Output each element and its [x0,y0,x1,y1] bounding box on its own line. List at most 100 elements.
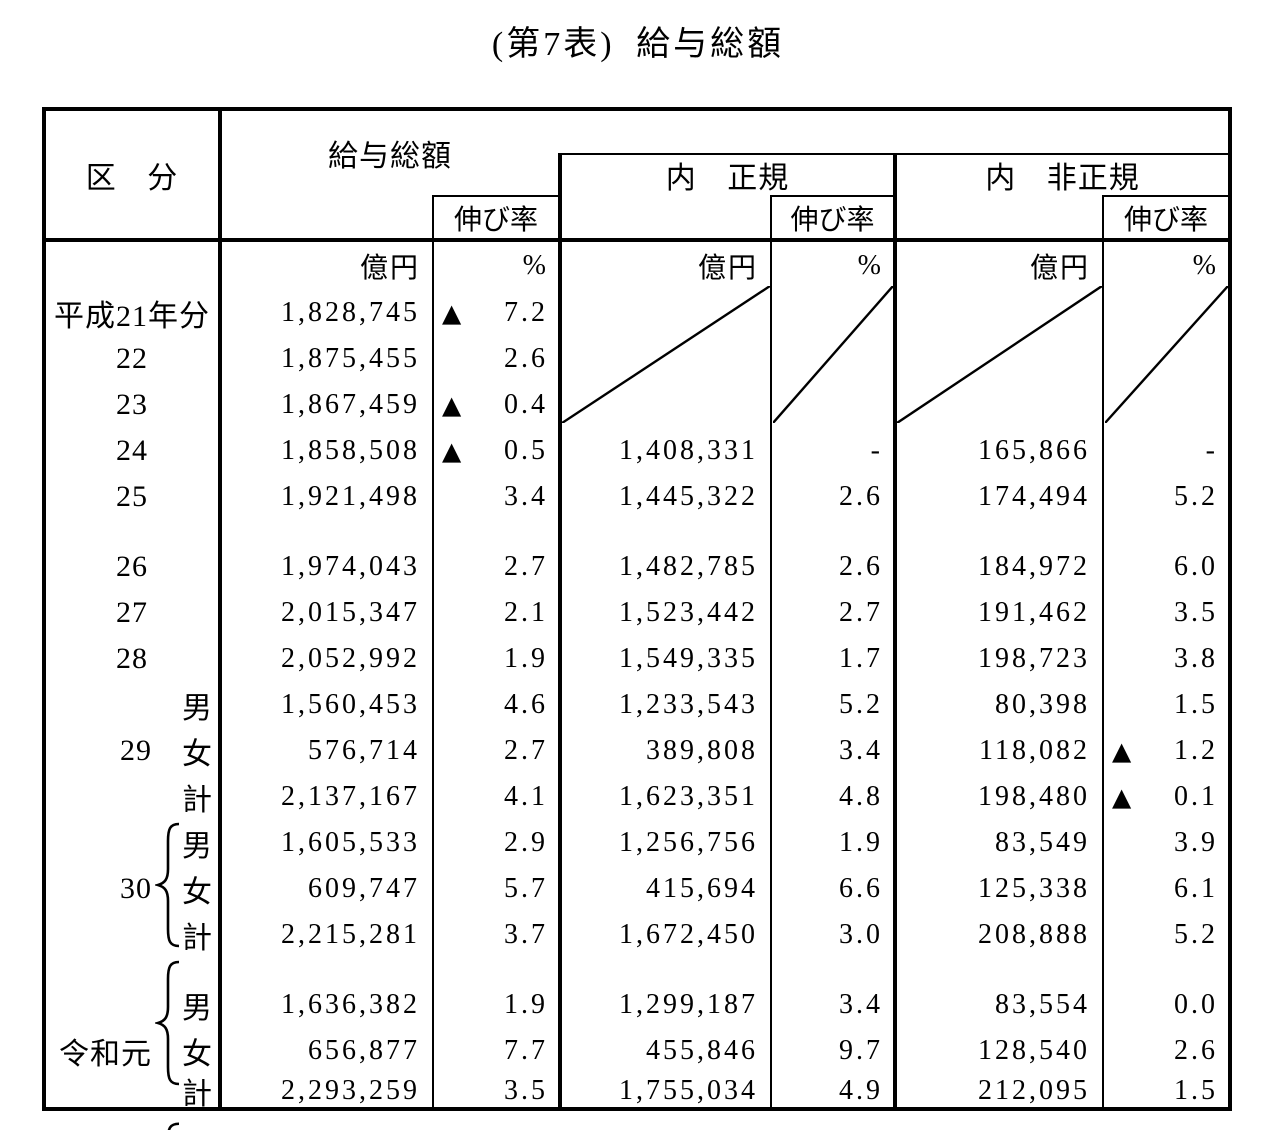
table-row: 29 女 576,714 2.7 389,808 3.4 118,082 ▲ 1.2 [42,728,1232,774]
nonregular-growth: 6.1 [1104,866,1228,912]
nonregular-growth-value: 1.2 [1174,735,1218,766]
regular-growth-value: 6.6 [839,873,883,904]
negative-mark: ▲ [442,390,462,420]
row-label-cell: 25 [46,474,218,520]
nonregular-growth-value: 3.9 [1174,827,1218,858]
gender-label: 計 [182,922,212,955]
total-amount: 1,867,459 [281,389,420,420]
nonregular-amount: 80,398 [995,689,1090,720]
regular-growth: 9.7 [772,1028,893,1074]
regular-amount: 1,233,543 [619,689,758,720]
year-label: 24 [116,434,148,467]
table-row: 28 2,052,992 1.9 1,549,335 1.7 198,723 3.8 [42,636,1232,682]
total-amount: 2,052,992 [281,643,420,674]
table-row: 平成21年分 1,828,745 ▲ 7.2 [42,290,1232,336]
total-growth-value: 0.5 [504,435,548,466]
nonregular-growth: 3.5 [1104,590,1228,636]
grid-line [218,107,222,1111]
row-label-cell: 29 女 [46,728,218,774]
header-nonregular: 内 非正規 [985,162,1140,195]
total-growth: 3.7 [434,912,558,958]
total-amount: 656,877 [308,1035,420,1066]
grid-line [558,153,1232,155]
nonregular-amount: 128,540 [978,1035,1090,1066]
header-growth-rate: 伸び率 [453,204,538,236]
row-label-cell: 27 [46,590,218,636]
page-title: (第7表) 給与総額 [491,26,785,63]
nonregular-amount: 125,338 [978,873,1090,904]
unit-label: % [522,250,548,281]
regular-amount: 1,549,335 [619,643,758,674]
gender-label: 女 [182,876,212,909]
nonregular-growth-value: 6.1 [1174,873,1218,904]
nonregular-growth-value: 0.1 [1174,781,1218,812]
regular-growth-value: 1.9 [839,827,883,858]
nonregular-growth-value: 2.6 [1174,1035,1218,1066]
nonregular-growth: 5.2 [1104,912,1228,958]
total-growth-value: 2.7 [504,551,548,582]
header-kubun: 区 分 [85,161,179,195]
grid-line [770,195,772,1111]
total-amount: 1,560,453 [281,689,420,720]
table-body: 億円% 億円% 億円% 平成21年分 1,828,745 ▲ 7.2 22 1,875,455 2… [42,242,1232,1111]
regular-growth-value: 9.7 [839,1035,883,1066]
total-growth-value: 2.1 [504,597,548,628]
nonregular-amount: 191,462 [978,597,1090,628]
regular-amount: 1,623,351 [619,781,758,812]
row-label-cell: 男 [46,682,218,728]
nonregular-growth: 6.0 [1104,544,1228,590]
row-label-cell: 令和元女 [46,1028,218,1074]
regular-growth: 2.7 [772,590,893,636]
regular-growth-value: 2.7 [839,597,883,628]
gender-label: 女 [182,1038,212,1071]
total-amount: 1,974,043 [281,551,420,582]
row-label-cell: 計 [46,774,218,820]
regular-growth-value: 3.4 [839,735,883,766]
unit-label: 億円 [1029,253,1090,284]
total-growth-value: 2.7 [504,735,548,766]
unit-label: 億円 [359,253,420,284]
year-label: 26 [116,550,148,583]
nonregular-amount: 118,082 [979,735,1090,766]
grid-line [893,153,897,1111]
nonregular-growth-value: 5.2 [1174,481,1218,512]
gender-label: 男 [182,830,212,863]
total-growth-value: 1.9 [504,643,548,674]
grid-line [1228,107,1232,1111]
regular-amount: 455,846 [646,1035,758,1066]
total-growth: 4.6 [434,682,558,728]
table-row: 24 1,858,508 ▲ 0.5 1,408,331 - 165,866 - [42,428,1232,474]
nonregular-growth-value: - [1205,435,1218,466]
nonregular-growth: 2.6 [1104,1028,1228,1074]
table-row: 男 1,636,382 1.9 1,299,187 3.4 83,554 0.0 [42,982,1232,1028]
total-amount: 1,605,533 [281,827,420,858]
row-label-cell: 平成21年分 [46,290,218,336]
table-row: 男 1,560,453 4.6 1,233,543 5.2 80,398 1.5 [42,682,1232,728]
table-row: 26 1,974,043 2.7 1,482,785 2.6 184,972 6.0 [42,544,1232,590]
total-amount: 576,714 [308,735,420,766]
grid-line [42,107,1232,111]
regular-amount: 1,299,187 [619,989,758,1020]
gender-label: 女 [182,738,212,771]
nonregular-growth: - [1104,428,1228,474]
total-growth-value: 5.7 [504,873,548,904]
unit-label: % [1192,250,1218,281]
row-label-cell: 22 [46,336,218,382]
total-growth-value: 3.5 [504,1074,548,1106]
table-row: 男 1,605,533 2.9 1,256,756 1.9 83,549 3.9 [42,820,1232,866]
regular-amount: 1,523,442 [619,597,758,628]
regular-amount: 1,672,450 [619,919,758,950]
negative-mark: ▲ [442,298,462,328]
total-growth: 2.6 [434,336,558,382]
total-amount: 1,858,508 [281,435,420,466]
grid-line [42,107,46,1111]
total-growth-value: 3.4 [504,481,548,512]
total-growth: 2.1 [434,590,558,636]
total-growth: 2.7 [434,728,558,774]
total-amount: 2,293,259 [281,1074,420,1106]
gender-label: 男 [182,992,212,1025]
nonregular-growth-value: 1.5 [1174,689,1218,720]
year-label: 22 [116,342,148,375]
negative-mark: ▲ [442,436,462,466]
no-data-diagonal [562,286,770,423]
